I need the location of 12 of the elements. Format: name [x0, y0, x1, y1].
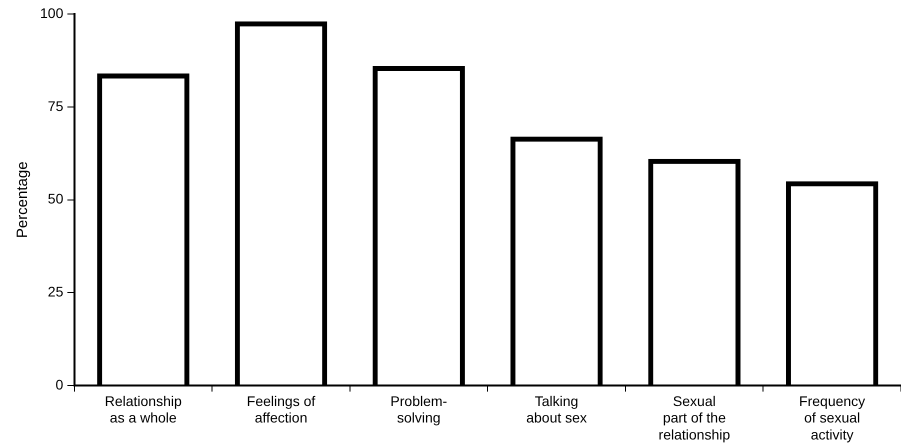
x-tick-label: Relationship as a whole — [104, 392, 182, 426]
y-tick-label: 25 — [48, 284, 64, 300]
y-tick-label: 50 — [48, 190, 64, 207]
x-tick-label: Problem- solving — [390, 392, 448, 426]
y-tick-label: 75 — [48, 98, 64, 114]
x-tick-label: Sexual part of the relationship — [658, 392, 730, 442]
x-tick-label: Talking about sex — [526, 392, 587, 426]
x-tick-label: Feelings of affection — [246, 392, 316, 426]
x-tick-label: Frequency of sexual activity — [799, 392, 866, 442]
y-axis-title: Percentage — [14, 161, 32, 238]
y-tick-label: 0 — [56, 376, 64, 392]
y-tick-label: 100 — [40, 4, 64, 21]
